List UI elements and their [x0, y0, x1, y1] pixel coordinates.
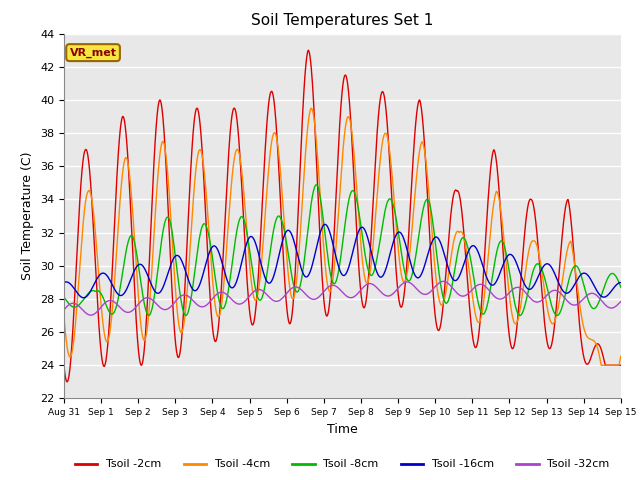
Text: VR_met: VR_met	[70, 48, 116, 58]
Y-axis label: Soil Temperature (C): Soil Temperature (C)	[22, 152, 35, 280]
Tsoil -4cm	[568, 243, 575, 249]
Line: Tsoil -2cm: Tsoil -2cm	[64, 50, 621, 382]
Tsoil -2cm	[63, 379, 71, 384]
Line: Tsoil -8cm: Tsoil -8cm	[64, 185, 621, 315]
Tsoil -4cm	[216, 313, 223, 319]
Tsoil -16cm	[568, 286, 576, 291]
Tsoil -32cm	[568, 302, 576, 308]
Tsoil -4cm	[60, 314, 68, 320]
Line: Tsoil -32cm: Tsoil -32cm	[64, 281, 621, 315]
Tsoil -8cm	[584, 295, 591, 301]
Tsoil -32cm	[505, 290, 513, 296]
Title: Soil Temperatures Set 1: Soil Temperatures Set 1	[252, 13, 433, 28]
Tsoil -8cm	[504, 263, 512, 269]
Line: Tsoil -16cm: Tsoil -16cm	[64, 224, 621, 298]
Legend: Tsoil -2cm, Tsoil -4cm, Tsoil -8cm, Tsoil -16cm, Tsoil -32cm: Tsoil -2cm, Tsoil -4cm, Tsoil -8cm, Tsoi…	[70, 455, 614, 474]
Tsoil -2cm	[216, 312, 223, 318]
Tsoil -8cm	[216, 298, 223, 304]
Tsoil -16cm	[505, 252, 513, 258]
Tsoil -8cm	[313, 182, 321, 188]
Tsoil -2cm	[617, 362, 625, 368]
Tsoil -4cm	[371, 222, 379, 228]
Tsoil -2cm	[60, 363, 68, 369]
Tsoil -16cm	[371, 264, 379, 269]
Tsoil -2cm	[371, 164, 379, 169]
Tsoil -16cm	[80, 295, 88, 300]
Tsoil -8cm	[516, 312, 524, 318]
Tsoil -2cm	[305, 48, 312, 53]
Tsoil -4cm	[617, 353, 625, 359]
Line: Tsoil -4cm: Tsoil -4cm	[64, 108, 621, 365]
Tsoil -16cm	[359, 225, 367, 230]
Tsoil -32cm	[440, 278, 447, 284]
Tsoil -4cm	[504, 283, 512, 289]
Tsoil -8cm	[568, 267, 576, 273]
Tsoil -32cm	[216, 289, 223, 295]
Tsoil -16cm	[321, 221, 329, 227]
Tsoil -16cm	[584, 272, 591, 278]
Tsoil -8cm	[371, 266, 379, 272]
Tsoil -2cm	[568, 228, 576, 234]
Tsoil -4cm	[307, 106, 315, 111]
Tsoil -8cm	[359, 236, 367, 241]
Tsoil -32cm	[359, 285, 367, 291]
Tsoil -4cm	[584, 334, 591, 340]
Tsoil -32cm	[87, 312, 95, 318]
Tsoil -8cm	[60, 294, 68, 300]
Tsoil -4cm	[597, 362, 605, 368]
Tsoil -16cm	[617, 280, 625, 286]
Tsoil -2cm	[359, 303, 367, 309]
Tsoil -32cm	[584, 292, 591, 298]
Tsoil -32cm	[60, 307, 68, 312]
Tsoil -2cm	[584, 361, 591, 367]
Tsoil -2cm	[505, 327, 513, 333]
X-axis label: Time: Time	[327, 423, 358, 436]
Tsoil -32cm	[371, 283, 379, 288]
Tsoil -4cm	[359, 260, 367, 266]
Tsoil -32cm	[617, 299, 625, 304]
Tsoil -16cm	[60, 280, 68, 286]
Tsoil -16cm	[216, 252, 223, 257]
Tsoil -8cm	[617, 284, 625, 290]
